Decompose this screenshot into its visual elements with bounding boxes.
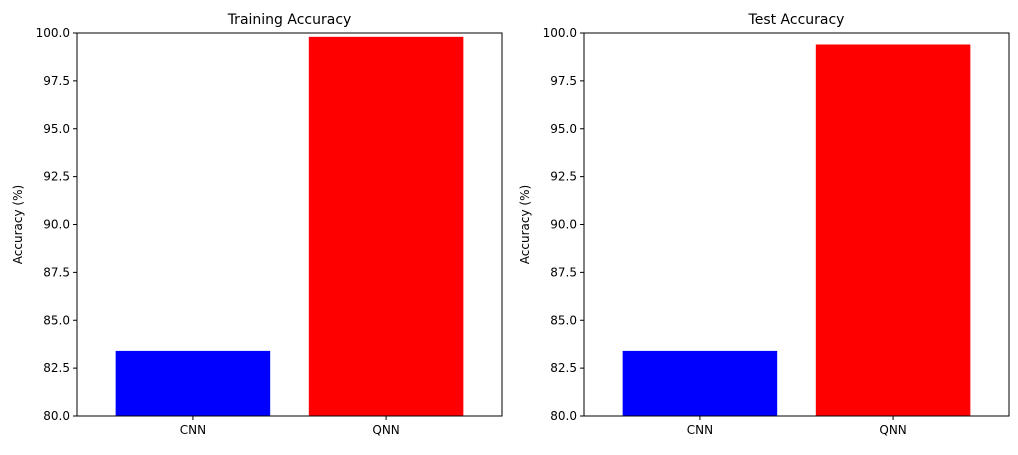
y-tick-label: 85.0 — [550, 313, 577, 327]
y-tick-label: 82.5 — [43, 361, 70, 375]
x-tick-label: QNN — [372, 423, 399, 437]
y-tick-label: 82.5 — [550, 361, 577, 375]
x-tick-label: QNN — [879, 423, 906, 437]
y-tick-label: 87.5 — [43, 265, 70, 279]
bar-cnn — [115, 350, 271, 416]
training-accuracy-chart: 80.0 82.5 85.0 87.5 90.0 92.5 95.0 97.5 100.0 CNN… — [11, 12, 503, 437]
y-tick-label: 100.0 — [36, 26, 70, 40]
y-tick-label: 92.5 — [550, 170, 577, 184]
y-tick-label: 80.0 — [43, 409, 70, 423]
y-axis-label: Accuracy (%) — [11, 185, 25, 264]
y-tick-label: 87.5 — [550, 265, 577, 279]
y-tick-label: 80.0 — [550, 409, 577, 423]
bar-qnn — [308, 36, 464, 416]
bar-qnn — [815, 44, 971, 417]
y-tick-label: 97.5 — [43, 74, 70, 88]
y-tick-label: 95.0 — [43, 122, 70, 136]
test-accuracy-chart: 80.0 82.5 85.0 87.5 90.0 92.5 95.0 97.5 100.0 CNN… — [518, 12, 1010, 437]
y-tick-label: 90.0 — [43, 218, 70, 232]
chart-title: Training Accuracy — [227, 12, 352, 28]
y-tick-label: 97.5 — [550, 74, 577, 88]
chart-title: Test Accuracy — [748, 12, 845, 28]
y-tick-label: 95.0 — [550, 122, 577, 136]
y-tick-label: 90.0 — [550, 218, 577, 232]
y-axis-label: Accuracy (%) — [518, 185, 532, 264]
bar-cnn — [622, 350, 778, 416]
y-tick-label: 85.0 — [43, 313, 70, 327]
x-tick-label: CNN — [687, 423, 713, 437]
x-tick-label: CNN — [180, 423, 206, 437]
y-tick-label: 92.5 — [43, 170, 70, 184]
y-tick-label: 100.0 — [543, 26, 577, 40]
